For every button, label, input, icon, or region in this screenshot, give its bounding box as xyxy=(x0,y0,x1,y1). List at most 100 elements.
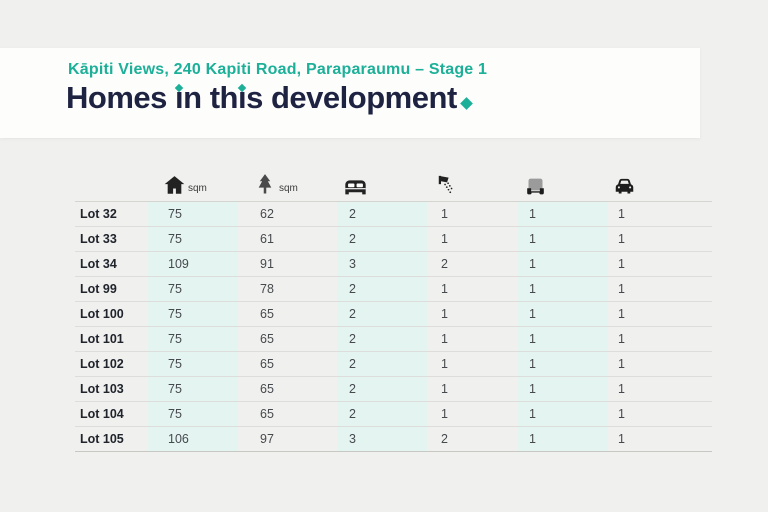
bedrooms-value: 3 xyxy=(349,432,356,446)
parking-value: 1 xyxy=(618,432,625,446)
table-row: Lot 104 75 65 2 1 1 1 xyxy=(75,402,712,427)
bathrooms-value: 1 xyxy=(441,382,448,396)
lot-label: Lot 105 xyxy=(80,432,124,446)
bathrooms-value: 1 xyxy=(441,232,448,246)
floor-area-value: 106 xyxy=(168,432,189,446)
bedrooms-value: 2 xyxy=(349,357,356,371)
car-icon xyxy=(611,177,637,195)
table-row: Lot 101 75 65 2 1 1 1 xyxy=(75,327,712,352)
land-area-value: 65 xyxy=(260,407,274,421)
bathrooms-value: 1 xyxy=(441,307,448,321)
table-row: Lot 99 75 78 2 1 1 1 xyxy=(75,277,712,302)
garage-value: 1 xyxy=(529,357,536,371)
table-row: Lot 105 106 97 3 2 1 1 xyxy=(75,427,712,452)
table-row: Lot 102 75 65 2 1 1 1 xyxy=(75,352,712,377)
tree-icon xyxy=(252,173,278,195)
page-title-text: Homes ın thıs development xyxy=(66,80,457,115)
bathrooms-value: 1 xyxy=(441,407,448,421)
garage-value: 1 xyxy=(529,382,536,396)
floor-area-value: 75 xyxy=(168,382,182,396)
table-row: Lot 33 75 61 2 1 1 1 xyxy=(75,227,712,252)
column-stripe-floor-area xyxy=(148,202,238,452)
land-area-value: 62 xyxy=(260,207,274,221)
floor-area-value: 75 xyxy=(168,332,182,346)
garage-value: 1 xyxy=(529,407,536,421)
development-subtitle: Kāpiti Views, 240 Kapiti Road, Paraparau… xyxy=(68,61,488,78)
table-body: Lot 32 75 62 2 1 1 1 Lot 33 75 61 2 1 1 … xyxy=(75,202,712,452)
lot-label: Lot 102 xyxy=(80,357,124,371)
garage-value: 1 xyxy=(529,257,536,271)
table-header-row: sqm sqm xyxy=(75,170,712,201)
bathrooms-value: 1 xyxy=(441,282,448,296)
column-stripe-garage xyxy=(518,202,608,452)
header-band: Kāpiti Views, 240 Kapiti Road, Paraparau… xyxy=(0,48,700,138)
lot-label: Lot 34 xyxy=(80,257,117,271)
table-row: Lot 103 75 65 2 1 1 1 xyxy=(75,377,712,402)
land-area-value: 91 xyxy=(260,257,274,271)
table-row: Lot 100 75 65 2 1 1 1 xyxy=(75,302,712,327)
bathrooms-value: 1 xyxy=(441,357,448,371)
land-area-value: 65 xyxy=(260,307,274,321)
floor-area-value: 75 xyxy=(168,282,182,296)
parking-value: 1 xyxy=(618,382,625,396)
page-title: Homes ın thıs development. xyxy=(66,80,473,116)
parking-value: 1 xyxy=(618,357,625,371)
homes-table: sqm sqm xyxy=(75,174,712,452)
floor-area-value: 109 xyxy=(168,257,189,271)
bedrooms-value: 2 xyxy=(349,307,356,321)
lot-label: Lot 32 xyxy=(80,207,117,221)
bedrooms-value: 2 xyxy=(349,332,356,346)
lot-label: Lot 99 xyxy=(80,282,117,296)
bathrooms-value: 1 xyxy=(441,332,448,346)
table-row: Lot 34 109 91 3 2 1 1 xyxy=(75,252,712,277)
bedrooms-value: 3 xyxy=(349,257,356,271)
floor-area-value: 75 xyxy=(168,232,182,246)
bed-icon xyxy=(342,177,368,195)
floor-area-value: 75 xyxy=(168,407,182,421)
parking-value: 1 xyxy=(618,232,625,246)
lot-label: Lot 104 xyxy=(80,407,124,421)
land-area-value: 97 xyxy=(260,432,274,446)
bathrooms-value: 2 xyxy=(441,432,448,446)
parking-value: 1 xyxy=(618,257,625,271)
column-stripe-bedrooms xyxy=(337,202,427,452)
bathrooms-value: 2 xyxy=(441,257,448,271)
garage-value: 1 xyxy=(529,282,536,296)
land-area-value: 65 xyxy=(260,357,274,371)
shower-icon xyxy=(432,174,458,195)
title-period-diamond: . xyxy=(459,97,473,110)
garage-value: 1 xyxy=(529,307,536,321)
land-area-unit-label: sqm xyxy=(279,183,298,194)
lot-label: Lot 33 xyxy=(80,232,117,246)
bedrooms-value: 2 xyxy=(349,407,356,421)
parking-value: 1 xyxy=(618,407,625,421)
garage-value: 1 xyxy=(529,432,536,446)
garage-value: 1 xyxy=(529,207,536,221)
land-area-value: 65 xyxy=(260,332,274,346)
parking-value: 1 xyxy=(618,207,625,221)
land-area-value: 78 xyxy=(260,282,274,296)
bedrooms-value: 2 xyxy=(349,207,356,221)
floor-area-value: 75 xyxy=(168,207,182,221)
lot-label: Lot 101 xyxy=(80,332,124,346)
land-area-value: 61 xyxy=(260,232,274,246)
lot-label: Lot 100 xyxy=(80,307,124,321)
bedrooms-value: 2 xyxy=(349,382,356,396)
bedrooms-value: 2 xyxy=(349,282,356,296)
floor-area-value: 75 xyxy=(168,357,182,371)
lot-label: Lot 103 xyxy=(80,382,124,396)
garage-icon xyxy=(522,177,548,195)
parking-value: 1 xyxy=(618,332,625,346)
floor-area-unit-label: sqm xyxy=(188,183,207,194)
bathrooms-value: 1 xyxy=(441,207,448,221)
land-area-value: 65 xyxy=(260,382,274,396)
floor-area-value: 75 xyxy=(168,307,182,321)
table-row: Lot 32 75 62 2 1 1 1 xyxy=(75,202,712,227)
house-icon xyxy=(161,175,187,195)
parking-value: 1 xyxy=(618,307,625,321)
garage-value: 1 xyxy=(529,332,536,346)
parking-value: 1 xyxy=(618,282,625,296)
garage-value: 1 xyxy=(529,232,536,246)
bedrooms-value: 2 xyxy=(349,232,356,246)
